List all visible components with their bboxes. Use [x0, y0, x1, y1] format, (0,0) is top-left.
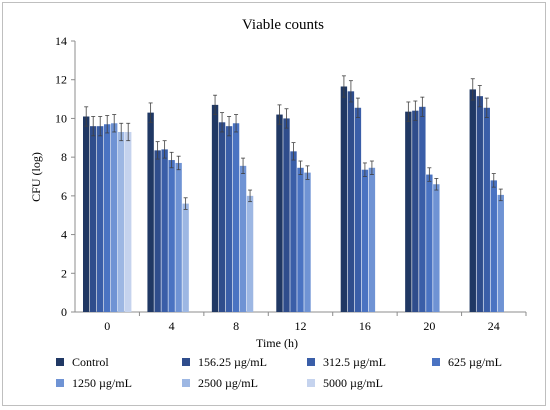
bar: [104, 124, 111, 312]
x-tick-label: 8: [233, 319, 239, 333]
legend-label: 2500 µg/mL: [198, 376, 258, 390]
y-tick-label: 2: [61, 266, 67, 280]
legend-label: 312.5 µg/mL: [323, 355, 386, 369]
x-tick-label: 12: [295, 319, 307, 333]
bar: [147, 112, 154, 312]
bar: [168, 160, 175, 312]
bar: [239, 165, 247, 312]
bar: [246, 195, 254, 312]
legend-label: 5000 µg/mL: [323, 376, 383, 390]
bar: [161, 149, 168, 312]
bar: [182, 203, 189, 312]
bar: [297, 167, 304, 312]
legend-swatch: [432, 358, 440, 366]
bar: [497, 194, 504, 312]
legend-item: 156.25 µg/mL: [182, 355, 267, 369]
bar: [347, 91, 355, 312]
legend-label: Control: [72, 355, 109, 369]
legend-item: Control: [56, 355, 109, 369]
bar: [218, 122, 226, 312]
y-tick-label: 10: [55, 111, 67, 125]
bar: [111, 123, 118, 313]
bar: [490, 180, 497, 312]
x-tick-label: 4: [169, 319, 175, 333]
bar: [483, 107, 490, 313]
x-tick-label: 0: [104, 319, 110, 333]
y-tick-label: 0: [61, 305, 67, 319]
legend-swatch: [307, 358, 315, 366]
legend-swatch: [307, 379, 315, 387]
bar: [154, 150, 161, 312]
bar: [340, 86, 348, 312]
bar: [97, 126, 104, 313]
x-tick-label: 16: [359, 319, 371, 333]
legend: Control 156.25 µg/mL 312.5 µg/mL 625 µg/mL 1…: [56, 355, 502, 390]
legend-swatch: [182, 358, 190, 366]
legend-swatch: [56, 379, 64, 387]
y-axis-label: CFU (log): [29, 152, 43, 202]
legend-label: 1250 µg/mL: [72, 376, 132, 390]
bar: [283, 118, 290, 312]
bar: [232, 123, 240, 313]
bar: [304, 172, 311, 312]
y-tick-label: 8: [61, 150, 67, 164]
bar: [476, 96, 483, 313]
legend-item: 1250 µg/mL: [56, 376, 132, 390]
bar: [412, 110, 419, 312]
bar: [125, 131, 132, 312]
legend-item: 5000 µg/mL: [307, 376, 383, 390]
bar: [83, 116, 90, 312]
bar: [276, 114, 283, 312]
y-tick-label: 12: [55, 73, 67, 87]
y-tick-label: 4: [61, 228, 67, 242]
bar: [368, 167, 376, 312]
legend-swatch: [56, 358, 64, 366]
legend-item: 2500 µg/mL: [182, 376, 258, 390]
bar: [118, 131, 125, 312]
bar: [433, 184, 440, 312]
bar: [90, 126, 97, 313]
chart-title: Viable counts: [242, 17, 324, 33]
legend-label: 156.25 µg/mL: [198, 355, 267, 369]
x-tick-label: 24: [488, 319, 500, 333]
legend-swatch: [182, 379, 190, 387]
y-tick-label: 14: [55, 34, 67, 48]
bar: [469, 89, 476, 313]
x-axis-label: Time (h): [256, 336, 298, 350]
y-tick-label: 6: [61, 189, 67, 203]
legend-item: 625 µg/mL: [432, 355, 502, 369]
bar: [225, 126, 233, 313]
bar: [419, 106, 426, 312]
bar: [426, 174, 433, 312]
bar: [211, 104, 219, 312]
bar: [354, 107, 362, 313]
legend-label: 625 µg/mL: [448, 355, 502, 369]
bar: [405, 111, 412, 313]
x-tick-label: 20: [423, 319, 435, 333]
bar: [290, 151, 297, 312]
bar: [361, 169, 369, 312]
bar: [175, 162, 182, 312]
legend-item: 312.5 µg/mL: [307, 355, 386, 369]
